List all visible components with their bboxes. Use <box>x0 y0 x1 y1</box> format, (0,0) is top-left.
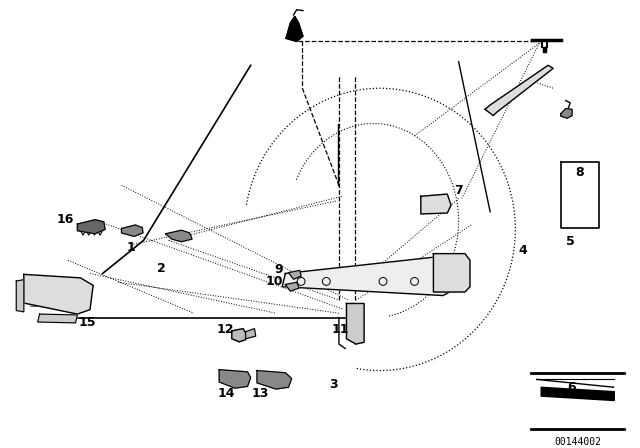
Polygon shape <box>541 387 614 401</box>
Text: 16: 16 <box>56 213 74 226</box>
Text: 10: 10 <box>266 275 284 288</box>
Polygon shape <box>285 282 300 291</box>
Polygon shape <box>543 47 545 52</box>
Polygon shape <box>536 379 614 387</box>
Polygon shape <box>16 280 24 312</box>
Polygon shape <box>286 16 303 42</box>
Text: 13: 13 <box>252 387 269 400</box>
Polygon shape <box>257 370 292 389</box>
Polygon shape <box>282 256 459 296</box>
Polygon shape <box>485 65 553 116</box>
Polygon shape <box>561 162 598 228</box>
Text: 2: 2 <box>157 262 166 275</box>
Text: 8: 8 <box>575 166 584 179</box>
Text: 00144002: 00144002 <box>554 437 601 447</box>
Text: 3: 3 <box>330 378 338 391</box>
Text: 5: 5 <box>566 235 575 248</box>
Polygon shape <box>289 271 301 279</box>
Text: 4: 4 <box>518 244 527 257</box>
Polygon shape <box>346 303 364 344</box>
Polygon shape <box>24 274 93 314</box>
Text: 12: 12 <box>217 323 234 336</box>
Polygon shape <box>246 329 256 339</box>
Text: 15: 15 <box>78 315 95 328</box>
Polygon shape <box>433 254 470 292</box>
Text: 7: 7 <box>454 184 463 197</box>
Polygon shape <box>561 108 572 118</box>
Polygon shape <box>77 220 105 234</box>
Text: 6: 6 <box>568 381 577 394</box>
Text: 11: 11 <box>332 323 349 336</box>
Polygon shape <box>166 230 192 242</box>
Polygon shape <box>421 194 451 214</box>
Text: 14: 14 <box>218 387 236 400</box>
Polygon shape <box>219 370 251 388</box>
Text: 1: 1 <box>127 241 135 254</box>
Polygon shape <box>232 329 246 342</box>
Text: 9: 9 <box>275 263 284 276</box>
Polygon shape <box>38 314 77 323</box>
Polygon shape <box>122 225 143 237</box>
